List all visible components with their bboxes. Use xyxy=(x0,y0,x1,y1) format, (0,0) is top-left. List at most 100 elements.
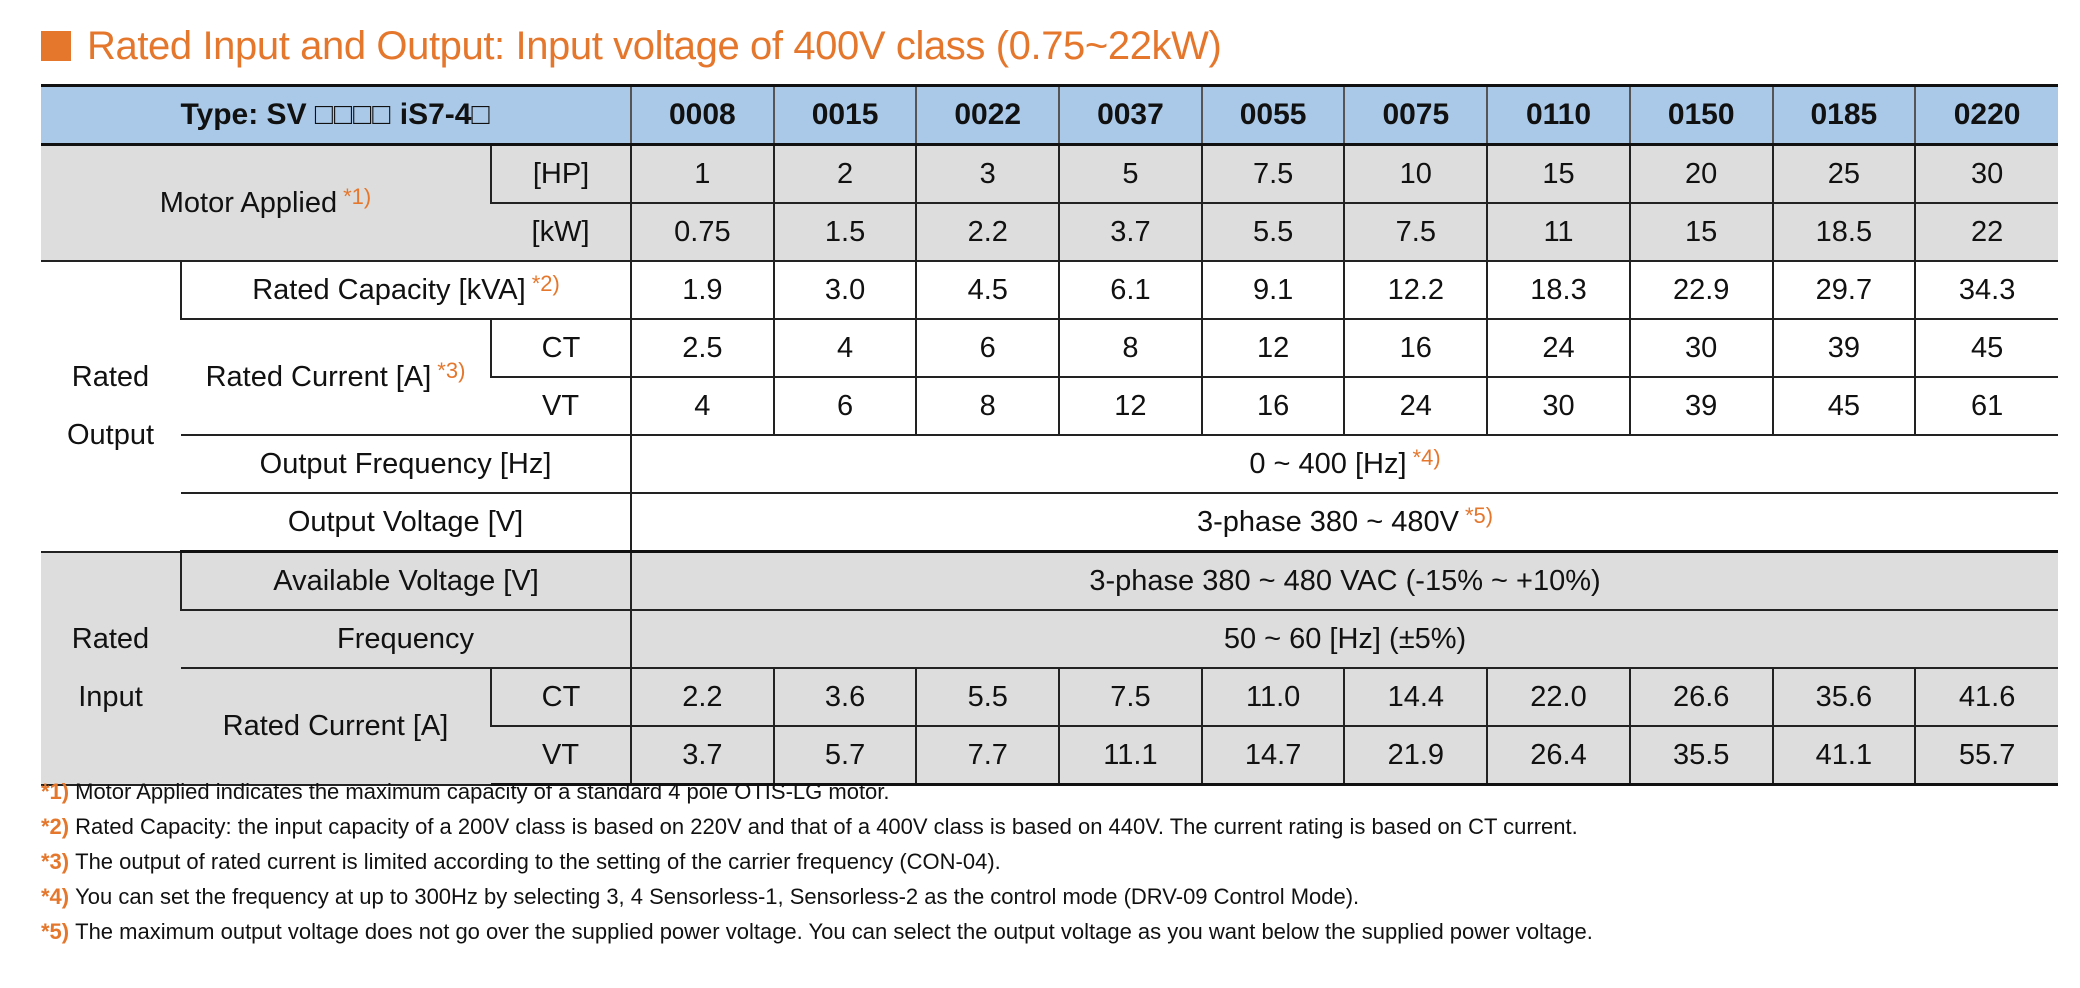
table-cell: 26.4 xyxy=(1486,726,1630,786)
type-end-box: □ xyxy=(471,98,491,131)
vt-label: VT xyxy=(491,377,632,436)
table-cell: 11 xyxy=(1486,203,1630,262)
footnote: *2) Rated Capacity: the input capacity of… xyxy=(41,809,2058,844)
table-cell: 41.1 xyxy=(1771,726,1916,786)
table-cell: 21.9 xyxy=(1343,726,1488,786)
table-cell: 14.4 xyxy=(1343,668,1488,727)
table-cell: 25 xyxy=(1771,144,1916,204)
table-cell: 61 xyxy=(1914,377,2058,436)
model-code: 0015 xyxy=(772,84,917,146)
table-cell: 10 xyxy=(1343,144,1488,204)
table-cell: 34.3 xyxy=(1914,261,2058,320)
table-cell: 7.5 xyxy=(1343,203,1488,262)
footnote-label: *1) xyxy=(41,779,70,804)
footnote-text: The output of rated current is limited a… xyxy=(75,849,1001,874)
table-cell: 4.5 xyxy=(915,261,1060,320)
table-cell: 35.6 xyxy=(1771,668,1916,727)
kw-unit: [kW] xyxy=(491,203,632,262)
table-cell: 1.9 xyxy=(630,261,774,320)
table-cell: 22.9 xyxy=(1628,261,1773,320)
footnote-text: The maximum output voltage does not go o… xyxy=(75,919,1593,944)
input-current-ct-row: Rated Current [A] CT 2.2 3.6 5.5 7.5 11.… xyxy=(41,668,2058,786)
output-current-vt-row: VT 4 6 8 12 16 24 30 39 45 61 xyxy=(41,377,2058,436)
header-row: Type: SV □□□□ iS7-4□ 0008 0015 0022 0037… xyxy=(41,84,2058,146)
footnote-label: *4) xyxy=(41,884,70,909)
table-cell: 3.0 xyxy=(772,261,917,320)
table-cell: 7.5 xyxy=(1058,668,1202,727)
output-frequency-value: 0 ~ 400 [Hz] *4) xyxy=(630,435,2058,494)
type-suffix: iS7-4 xyxy=(391,98,472,131)
vt-label: VT xyxy=(491,726,632,786)
motor-kw-row: [kW] 0.75 1.5 2.2 3.7 5.5 7.5 11 15 18.5… xyxy=(41,203,2058,262)
table-cell: 3.6 xyxy=(772,668,917,727)
table-cell: 8 xyxy=(1058,319,1202,378)
model-code: 0055 xyxy=(1200,84,1345,146)
table-cell: 1.5 xyxy=(772,203,917,262)
type-prefix: Type: SV xyxy=(180,98,307,131)
table-cell: 2 xyxy=(772,144,917,204)
table-cell: 11.0 xyxy=(1200,668,1345,727)
table-cell: 16 xyxy=(1343,319,1488,378)
table-cell: 15 xyxy=(1628,203,1773,262)
footnote-text: Rated Capacity: the input capacity of a … xyxy=(75,814,1578,839)
table-cell: 5 xyxy=(1058,144,1202,204)
table-cell: 22.0 xyxy=(1486,668,1630,727)
rated-capacity-label: Rated Capacity [kVA] *2) xyxy=(179,261,632,320)
table-cell: 20 xyxy=(1628,144,1773,204)
table-cell: 1 xyxy=(630,144,774,204)
table-cell: 26.6 xyxy=(1628,668,1773,727)
footnote: *5) The maximum output voltage does not g… xyxy=(41,914,2058,949)
model-code: 0075 xyxy=(1343,84,1488,146)
table-cell: 7.5 xyxy=(1200,144,1345,204)
table-cell: 15 xyxy=(1486,144,1630,204)
table-cell: 45 xyxy=(1914,319,2058,378)
table-cell: 5.7 xyxy=(772,726,917,786)
table-cell: 5.5 xyxy=(1200,203,1345,262)
table-cell: 18.3 xyxy=(1486,261,1630,320)
table-cell: 55.7 xyxy=(1914,726,2058,786)
footnotes: *1) Motor Applied indicates the maximum c… xyxy=(41,774,2058,949)
table-cell: 45 xyxy=(1771,377,1916,436)
table-cell: 14.7 xyxy=(1200,726,1345,786)
table-cell: 30 xyxy=(1914,144,2058,204)
footnote-label: *5) xyxy=(41,919,70,944)
footnote: *3) The output of rated current is limite… xyxy=(41,844,2058,879)
footnote-label: *3) xyxy=(41,849,70,874)
model-code: 0008 xyxy=(630,84,774,146)
model-code: 0022 xyxy=(915,84,1060,146)
footnote: *4) You can set the frequency at up to 30… xyxy=(41,879,2058,914)
table-cell: 3 xyxy=(915,144,1060,204)
output-frequency-row: Output Frequency [Hz] 0 ~ 400 [Hz] *4) xyxy=(41,435,2058,494)
table-cell: 29.7 xyxy=(1771,261,1916,320)
hp-unit: [HP] xyxy=(489,144,632,204)
table-cell: 6 xyxy=(772,377,917,436)
motor-hp-row: Motor Applied *1) [HP] 1 2 3 5 7.5 10 15 … xyxy=(41,144,2058,262)
model-code: 0150 xyxy=(1628,84,1773,146)
note-marker: *1) xyxy=(343,183,372,209)
output-voltage-value: 3-phase 380 ~ 480V *5) xyxy=(630,493,2058,553)
table-cell: 9.1 xyxy=(1200,261,1345,320)
table-cell: 24 xyxy=(1343,377,1488,436)
ct-label: CT xyxy=(489,319,632,378)
footnote-label: *2) xyxy=(41,814,70,839)
footnote-text: You can set the frequency at up to 300Hz… xyxy=(75,884,1360,909)
ct-label: CT xyxy=(489,668,632,727)
available-voltage-label: Available Voltage [V] xyxy=(179,551,632,611)
type-header: Type: SV □□□□ iS7-4□ xyxy=(41,84,632,146)
input-frequency-value: 50 ~ 60 [Hz] (±5%) xyxy=(630,610,2058,669)
input-frequency-label: Frequency xyxy=(181,610,632,669)
table-cell: 35.5 xyxy=(1628,726,1773,786)
table-cell: 4 xyxy=(630,377,774,436)
available-voltage-value: 3-phase 380 ~ 480 VAC (-15% ~ +10%) xyxy=(630,551,2058,611)
footnote-text: Motor Applied indicates the maximum capa… xyxy=(75,779,890,804)
rated-output-group: Rated Output xyxy=(41,261,181,553)
model-code: 0037 xyxy=(1058,84,1202,146)
table-cell: 3.7 xyxy=(630,726,774,786)
type-boxes: □□□□ xyxy=(314,98,392,131)
section-title: Rated Input and Output: Input voltage of… xyxy=(41,20,1222,72)
input-current-vt-row: VT 3.7 5.7 7.7 11.1 14.7 21.9 26.4 35.5 … xyxy=(41,726,2058,786)
table-cell: 39 xyxy=(1628,377,1773,436)
table-cell: 11.1 xyxy=(1058,726,1202,786)
table-cell: 30 xyxy=(1486,377,1630,436)
table-cell: 4 xyxy=(772,319,917,378)
